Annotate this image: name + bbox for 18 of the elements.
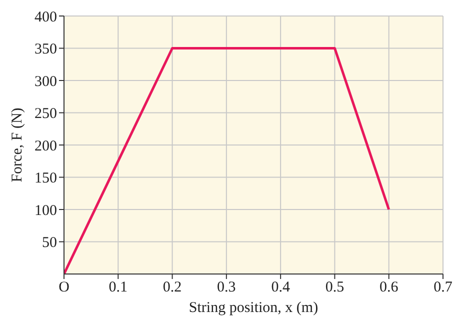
y-axis-title: Force, F (N) [9,108,26,182]
y-tick-label: 150 [34,170,57,187]
x-tick-label: O [58,280,70,296]
x-tick-label: 0.2 [162,280,182,296]
x-tick-label: 0.5 [325,280,344,296]
y-tick-label: 100 [34,202,57,219]
x-tick-label: 0.3 [217,280,236,296]
y-tick-label: 200 [34,138,57,154]
x-axis-title: String position, x (m) [188,300,318,316]
x-tick-label: 0.6 [379,280,399,296]
x-tick-label: 0.4 [271,280,290,296]
x-tick-label: 0.7 [434,280,453,296]
y-tick-label: 50 [42,235,57,252]
y-tick-label: 400 [34,9,57,26]
y-tick-label: 300 [34,74,57,90]
y-tick-label: 250 [34,106,57,122]
x-tick-label: 0.1 [108,280,128,296]
y-tick-label: 350 [34,42,57,58]
